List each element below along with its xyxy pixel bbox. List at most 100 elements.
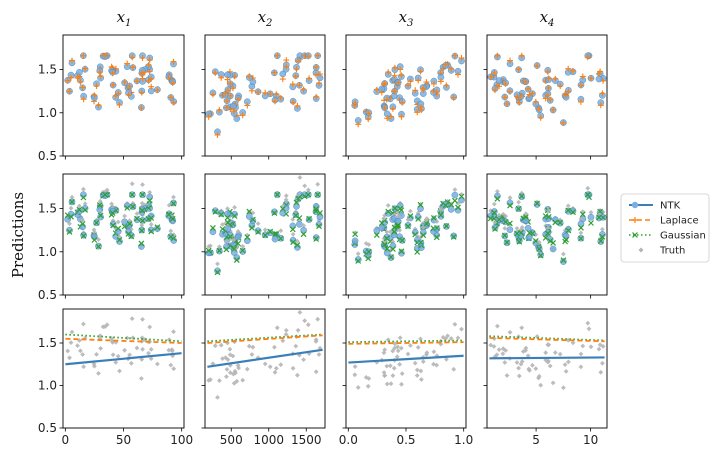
- truth-point-22: [314, 369, 319, 374]
- ntk-point-21: [212, 208, 218, 214]
- truth-point-47: [530, 363, 535, 368]
- ntk-point-49: [496, 78, 502, 84]
- truth-point-5: [78, 348, 83, 353]
- panel-r1-c3: [343, 35, 467, 160]
- truth-point-50: [508, 195, 513, 200]
- truth-point-51: [168, 363, 173, 368]
- truth-point-28: [415, 373, 420, 378]
- truth-point-57: [453, 322, 458, 327]
- truth-point-34: [140, 317, 145, 322]
- truth-point-26: [397, 362, 402, 367]
- y-tick-label: 1.0: [38, 245, 57, 259]
- truth-point-40: [389, 381, 394, 386]
- axes-frame: [63, 309, 184, 428]
- truth-point-46: [69, 206, 74, 211]
- truth-point-21: [408, 209, 413, 214]
- truth-point-0: [225, 367, 230, 372]
- truth-point-24: [284, 328, 289, 333]
- truth-point-15: [291, 366, 296, 371]
- x-tick-label: 500: [220, 433, 243, 447]
- ntk-point-26: [492, 225, 498, 231]
- gaussian-point-57: [452, 198, 457, 203]
- axes-frame: [346, 35, 466, 156]
- truth-point-6: [81, 187, 86, 192]
- truth-point-56: [353, 364, 358, 369]
- truth-point-56: [585, 186, 590, 191]
- ntk-point-58: [390, 243, 396, 249]
- truth-point-47: [122, 214, 127, 219]
- truth-point-56: [273, 370, 278, 375]
- ntk-point-59: [138, 243, 144, 249]
- truth-point-23: [98, 346, 103, 351]
- ntk-point-56: [352, 238, 358, 244]
- panel-r2-c1: 0.51.01.5: [38, 174, 184, 302]
- truth-point-27: [251, 345, 256, 350]
- panel-r2-c3: [343, 174, 467, 299]
- truth-point-27: [589, 344, 594, 349]
- y-axis-label: Predictions: [9, 192, 27, 278]
- y-tick-label: 0.5: [38, 149, 57, 163]
- truth-point-25: [502, 226, 507, 231]
- panel-r3-c1: 0.51.01.50 50 100: [38, 309, 193, 447]
- truth-point-57: [256, 221, 261, 226]
- truth-point-49: [228, 347, 233, 352]
- truth-point-50: [67, 355, 72, 360]
- truth-point-7: [543, 350, 548, 355]
- panel-r1-c4: [484, 35, 608, 160]
- truth-point-8: [302, 184, 307, 189]
- truth-point-50: [215, 395, 220, 400]
- ntk-point-26: [290, 223, 296, 229]
- truth-point-8: [302, 318, 307, 323]
- truth-point-51: [168, 229, 173, 234]
- truth-point-34: [538, 383, 543, 388]
- truth-point-43: [149, 347, 154, 352]
- truth-point-50: [396, 348, 401, 353]
- truth-point-3: [296, 328, 301, 333]
- truth-point-34: [140, 182, 145, 187]
- ntk-point-57: [565, 226, 571, 232]
- truth-point-4: [517, 374, 522, 379]
- truth-point-47: [419, 369, 424, 374]
- truth-point-11: [274, 366, 279, 371]
- truth-point-10: [317, 352, 322, 357]
- truth-point-25: [268, 364, 273, 369]
- col-title-3: x3: [399, 8, 414, 29]
- truth-point-44: [272, 345, 277, 350]
- truth-point-37: [278, 228, 283, 233]
- ntk-point-54: [443, 201, 449, 207]
- y-tick-label: 1.5: [38, 336, 57, 350]
- ntk-point-43: [235, 234, 241, 240]
- col-title-2: x2: [258, 8, 273, 29]
- legend: NTK Laplace Gaussian Truth: [621, 194, 709, 262]
- truth-point-38: [232, 205, 237, 210]
- truth-point-41: [315, 182, 320, 187]
- truth-point-59: [400, 371, 405, 376]
- truth-point-40: [219, 343, 224, 348]
- truth-point-40: [558, 352, 563, 357]
- truth-point-47: [122, 348, 127, 353]
- ntk-point-27: [588, 214, 594, 220]
- truth-point-16: [495, 324, 500, 329]
- truth-point-58: [579, 231, 584, 236]
- truth-point-31: [116, 220, 121, 225]
- truth-point-41: [65, 349, 70, 354]
- truth-point-18: [580, 344, 585, 349]
- ntk-point-55: [139, 206, 145, 212]
- laplace-trend-line: [65, 339, 181, 343]
- truth-point-6: [217, 378, 222, 383]
- x-tick-label: 10: [583, 433, 598, 447]
- truth-point-48: [306, 322, 311, 327]
- truth-point-1: [298, 310, 303, 315]
- truth-point-15: [171, 195, 176, 200]
- truth-point-37: [135, 346, 140, 351]
- ntk-point-57: [255, 228, 261, 234]
- axes-frame: [346, 174, 466, 295]
- truth-point-32: [456, 336, 461, 341]
- truth-point-57: [453, 187, 458, 192]
- truth-point-9: [432, 349, 437, 354]
- ntk-point-44: [434, 226, 440, 232]
- ntk-point-33: [240, 248, 246, 254]
- laplace-trend-line: [207, 335, 322, 343]
- panel-r2-c4: [484, 174, 608, 299]
- truth-point-34: [280, 338, 285, 343]
